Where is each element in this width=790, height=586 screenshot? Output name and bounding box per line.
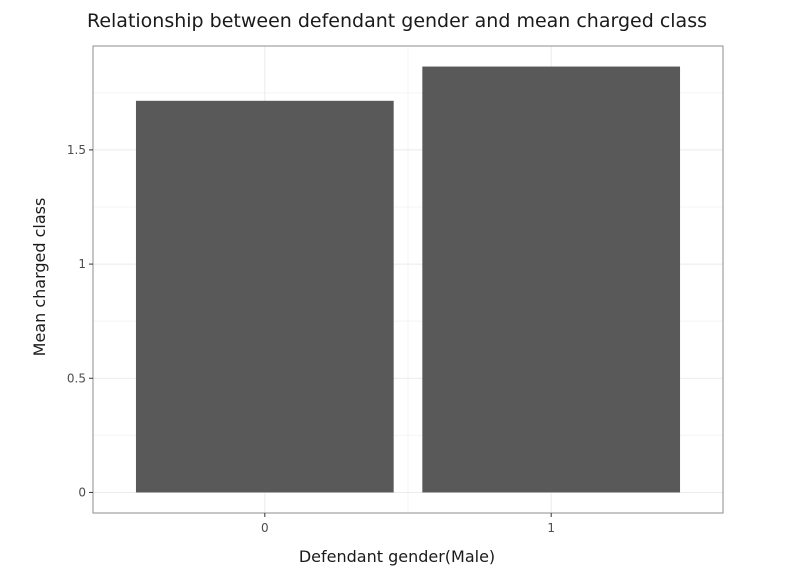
y-tick-label: 1: [78, 257, 86, 271]
y-tick-label: 1.5: [67, 143, 86, 157]
y-tick-label: 0: [78, 485, 86, 499]
x-axis-label: Defendant gender(Male): [299, 547, 495, 566]
x-tick-label: 1: [547, 521, 555, 535]
chart-title: Relationship between defendant gender an…: [87, 10, 707, 32]
plot-panel-border: [92, 45, 724, 514]
y-axis-label: Mean charged class: [30, 198, 49, 357]
x-tick-label: 0: [261, 521, 269, 535]
bar-1: [422, 66, 681, 493]
y-axis-ticks: 0 0.5 1 1.5: [67, 143, 93, 499]
bar-0: [135, 100, 394, 493]
bars: [135, 66, 681, 493]
y-tick-label: 0.5: [67, 371, 86, 385]
